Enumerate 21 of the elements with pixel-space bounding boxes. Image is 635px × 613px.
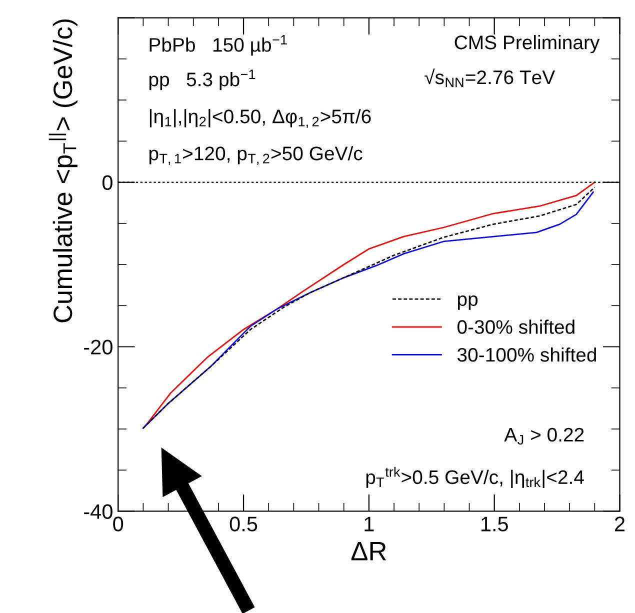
annotation: |η$_{1}$|,|η$_{2}$|<0.50, Δφ$_{1,2}$>5π/6	[150, 109, 371, 128]
x-tick-label: 1	[364, 516, 374, 532]
y-tick-label: 0	[102, 175, 112, 190]
x-tick-label: 0.5	[230, 516, 258, 532]
annotation: pp 5.3 pb$^{−1}$	[149, 70, 256, 90]
x-tick-label: 0	[113, 516, 124, 532]
x-axis-title: ΔR	[351, 542, 386, 560]
y-axis-title: Cumulative <p$_{T}$$^{||}$> (GeV/c)	[48, 19, 78, 322]
annotation: CMS Preliminary	[454, 35, 600, 54]
x-tick-label: 2	[615, 516, 625, 532]
x-tick-label: 1.5	[481, 516, 508, 532]
annotation: √s$_{NN}$=2.76 TeV	[424, 68, 556, 88]
annotation: p$_{T}$$^{trk}$>0.5 GeV/c, |η$_{trk}$|<2.4	[366, 466, 584, 488]
legend-label: 30-100% shifted	[457, 347, 596, 362]
annotation: PbPb 150 µb$^{−1}$	[150, 35, 287, 56]
annotation: A$_{J}$ > 0.22	[504, 428, 584, 445]
legend-label: pp	[458, 295, 478, 310]
y-tick-label: -20	[84, 340, 112, 355]
annotation: p$_{T,1}$>120, p$_{T,2}$>50 GeV/c	[149, 146, 362, 165]
legend-label: 0-30% shifted	[457, 320, 574, 334]
y-tick-label: -40	[84, 504, 112, 519]
